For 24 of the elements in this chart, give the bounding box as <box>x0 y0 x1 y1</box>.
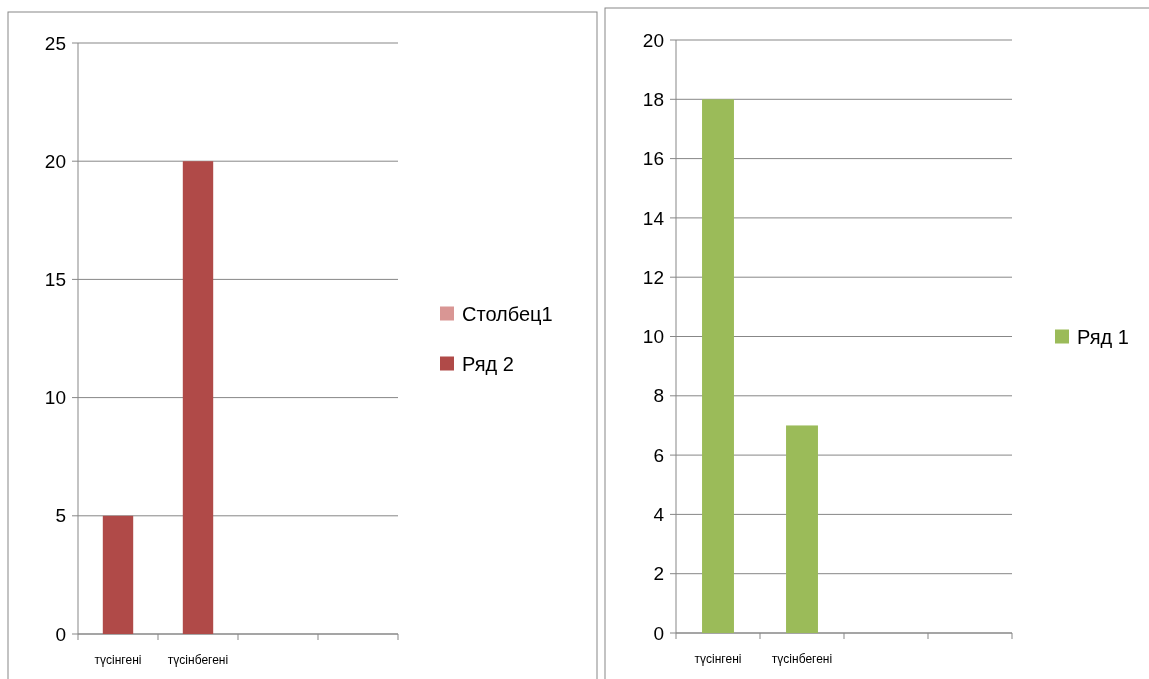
y-tick-label: 0 <box>55 623 66 645</box>
y-tick-label: 10 <box>642 326 664 348</box>
x-tick-label: түсінгені <box>94 653 142 667</box>
y-tick-label: 2 <box>653 563 664 585</box>
y-tick-label: 16 <box>642 148 664 170</box>
y-tick-label: 20 <box>642 29 664 51</box>
legend-label: Ряд 1 <box>1077 325 1129 348</box>
x-tick-label: түсінбегені <box>771 652 833 666</box>
y-tick-label: 5 <box>55 505 66 527</box>
y-tick-label: 6 <box>653 444 664 466</box>
y-tick-label: 20 <box>44 150 66 172</box>
y-tick-label: 10 <box>44 387 66 409</box>
y-tick-label: 18 <box>642 88 664 110</box>
y-tick-label: 8 <box>653 385 664 407</box>
y-tick-label: 4 <box>653 504 665 526</box>
legend-label: Столбец1 <box>462 302 553 325</box>
x-tick-label: түсінгені <box>694 652 742 666</box>
y-tick-label: 0 <box>653 622 664 644</box>
y-tick-label: 25 <box>44 32 66 54</box>
y-tick-label: 14 <box>642 207 665 229</box>
x-tick-label: түсінбегені <box>167 653 229 667</box>
y-tick-label: 12 <box>642 266 664 288</box>
legend-label: Ряд 2 <box>462 352 514 375</box>
y-tick-label: 15 <box>44 269 66 291</box>
